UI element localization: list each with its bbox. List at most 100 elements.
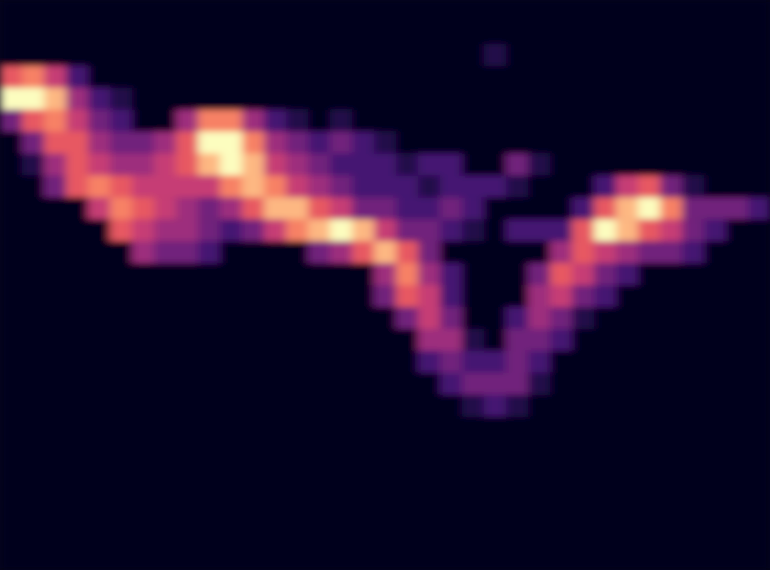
heatmap-cell xyxy=(44,241,67,264)
heatmap-cell xyxy=(66,482,89,505)
heatmap-cell xyxy=(704,241,727,264)
heatmap-cell xyxy=(132,395,155,418)
heatmap-cell xyxy=(528,329,551,352)
heatmap-cell xyxy=(440,175,463,198)
heatmap-cell xyxy=(220,241,243,264)
heatmap-cell xyxy=(198,526,221,549)
heatmap-cell xyxy=(550,526,573,549)
heatmap-cell xyxy=(154,329,177,352)
heatmap-cell xyxy=(330,197,353,220)
heatmap-cell xyxy=(66,219,89,242)
heatmap-cell xyxy=(220,263,243,286)
heatmap-cell xyxy=(176,285,199,308)
heatmap-cell xyxy=(528,44,551,67)
heatmap-cell xyxy=(22,438,45,461)
heatmap-cell xyxy=(682,0,705,23)
heatmap-cell xyxy=(286,373,309,396)
heatmap-cell xyxy=(726,351,749,374)
heatmap-cell xyxy=(110,329,133,352)
heatmap-cell xyxy=(132,263,155,286)
heatmap-cell xyxy=(88,307,111,330)
heatmap-cell xyxy=(748,44,770,67)
heatmap-cell xyxy=(66,175,89,198)
heatmap-cell xyxy=(440,22,463,45)
heatmap-cell xyxy=(242,395,265,418)
heatmap-cell xyxy=(308,66,331,89)
heatmap-cell xyxy=(440,263,463,286)
heatmap-cell xyxy=(66,504,89,527)
heatmap-cell xyxy=(242,175,265,198)
heatmap-cell xyxy=(506,307,529,330)
heatmap-cell xyxy=(286,110,309,133)
heatmap-cell xyxy=(374,22,397,45)
heatmap-cell xyxy=(154,438,177,461)
heatmap-cell xyxy=(0,438,23,461)
heatmap-cell xyxy=(110,22,133,45)
heatmap-cell xyxy=(506,548,529,570)
heatmap-cell xyxy=(660,132,683,155)
heatmap-cell xyxy=(0,66,23,89)
heatmap-cell xyxy=(572,285,595,308)
heatmap-cell xyxy=(594,88,617,111)
heatmap-cell xyxy=(748,504,770,527)
heatmap-cell xyxy=(286,351,309,374)
heatmap-cell xyxy=(616,307,639,330)
heatmap-cell xyxy=(308,22,331,45)
heatmap-cell xyxy=(176,132,199,155)
heatmap-cell xyxy=(110,88,133,111)
heatmap-cell xyxy=(396,44,419,67)
heatmap-cell xyxy=(132,526,155,549)
heatmap-cell xyxy=(660,526,683,549)
heatmap-cell xyxy=(550,482,573,505)
heatmap-cell xyxy=(308,241,331,264)
heatmap-cell xyxy=(704,373,727,396)
heatmap-cell xyxy=(528,417,551,440)
heatmap-cell xyxy=(638,373,661,396)
heatmap-cell xyxy=(550,548,573,570)
heatmap-cell xyxy=(44,132,67,155)
heatmap-cell xyxy=(484,132,507,155)
heatmap-cell xyxy=(440,197,463,220)
heatmap-cell xyxy=(638,526,661,549)
heatmap-cell xyxy=(308,153,331,176)
heatmap-cell xyxy=(506,88,529,111)
heatmap-cell xyxy=(220,153,243,176)
heatmap-cell xyxy=(572,460,595,483)
heatmap-cell xyxy=(352,132,375,155)
heatmap-cell xyxy=(550,460,573,483)
heatmap-cell xyxy=(440,285,463,308)
heatmap-cell xyxy=(638,482,661,505)
heatmap-cell xyxy=(110,153,133,176)
heatmap-cell xyxy=(22,88,45,111)
heatmap-cell xyxy=(132,373,155,396)
heatmap-cell xyxy=(748,548,770,570)
heatmap-cell xyxy=(440,241,463,264)
heatmap-cell xyxy=(440,417,463,440)
heatmap-cell xyxy=(396,175,419,198)
heatmap-cell xyxy=(484,285,507,308)
heatmap-cell xyxy=(418,88,441,111)
heatmap-cell xyxy=(198,22,221,45)
heatmap-cell xyxy=(506,241,529,264)
heatmap-cell xyxy=(154,351,177,374)
heatmap-cell xyxy=(660,548,683,570)
heatmap-cell xyxy=(550,219,573,242)
heatmap-cell xyxy=(22,307,45,330)
heatmap-cell xyxy=(440,66,463,89)
heatmap-cell xyxy=(682,329,705,352)
heatmap-cell xyxy=(704,175,727,198)
heatmap-cell xyxy=(220,504,243,527)
heatmap-cell xyxy=(352,88,375,111)
heatmap-cell xyxy=(0,395,23,418)
heatmap-cell xyxy=(440,504,463,527)
heatmap-cell xyxy=(638,329,661,352)
heatmap-cell xyxy=(748,22,770,45)
heatmap-cell xyxy=(88,482,111,505)
heatmap-cell xyxy=(110,307,133,330)
heatmap-cell xyxy=(550,351,573,374)
heatmap-cell xyxy=(198,307,221,330)
heatmap-cell xyxy=(66,548,89,570)
heatmap-cell xyxy=(462,66,485,89)
heatmap-cell xyxy=(66,22,89,45)
heatmap-cell xyxy=(110,175,133,198)
